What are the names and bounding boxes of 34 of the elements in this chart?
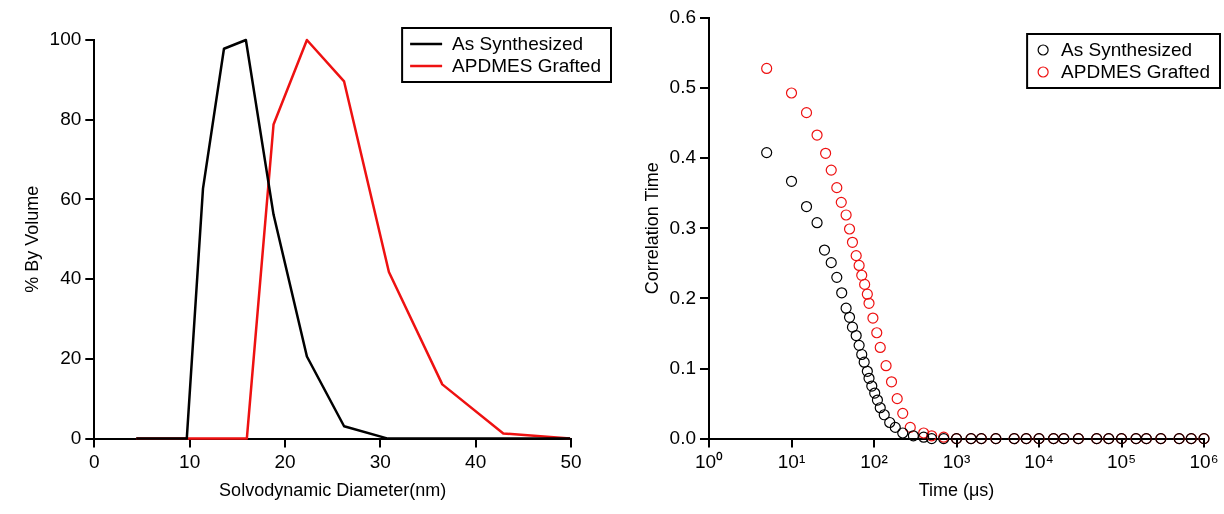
- x-axis-title: Solvodynamic Diameter(nm): [219, 480, 447, 501]
- legend-label: As Synthesized: [452, 33, 584, 55]
- y-tick-label: 0.5: [669, 76, 697, 98]
- y-tick-label: 0.0: [669, 426, 697, 448]
- y-tick-label: 0.3: [669, 216, 697, 238]
- x-tick-label: 40: [465, 451, 487, 473]
- x-tick-label: 10⁵: [1106, 451, 1137, 473]
- x-tick-label: 50: [560, 451, 582, 473]
- y-tick-label: 0.1: [669, 356, 697, 378]
- y-tick-label: 100: [49, 28, 82, 50]
- legend-label: APDMES Grafted: [452, 55, 602, 77]
- y-tick-label: 80: [60, 107, 82, 129]
- y-axis-title: % By Volume: [21, 185, 42, 293]
- y-tick-label: 60: [60, 187, 82, 209]
- y-tick-label: 20: [60, 347, 82, 369]
- x-tick-label: 10¹: [777, 451, 806, 473]
- x-tick-label: 10⁶: [1189, 451, 1219, 473]
- x-axis-title: Time (μs): [918, 480, 995, 501]
- y-tick-label: 0.2: [669, 286, 697, 308]
- y-tick-label: 0.6: [669, 6, 697, 28]
- x-tick-label: 10⁰: [694, 451, 724, 473]
- x-tick-label: 0: [89, 451, 100, 473]
- x-tick-label: 10³: [942, 451, 971, 473]
- x-tick-label: 10²: [860, 451, 888, 473]
- legend-label: As Synthesized: [1061, 39, 1193, 61]
- x-tick-label: 30: [369, 451, 391, 473]
- legend-label: APDMES Grafted: [1061, 61, 1211, 83]
- y-tick-label: 0.4: [669, 146, 697, 168]
- y-tick-label: 40: [60, 267, 82, 289]
- x-tick-label: 10⁴: [1024, 451, 1054, 473]
- y-axis-title: Correlation Time: [641, 162, 662, 295]
- x-tick-label: 10: [179, 451, 201, 473]
- y-tick-label: 0: [70, 426, 82, 448]
- x-tick-label: 20: [274, 451, 296, 473]
